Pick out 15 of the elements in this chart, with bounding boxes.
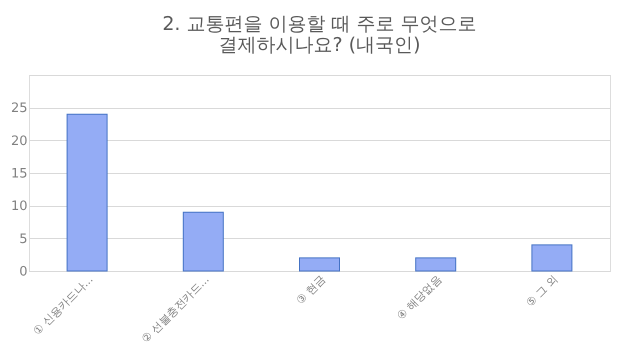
- y-tick-label: 25: [10, 101, 28, 116]
- bar: [415, 257, 456, 272]
- y-tick-label: 0: [19, 264, 28, 280]
- y-tick-label: 5: [19, 232, 28, 247]
- bar: [299, 257, 340, 272]
- x-tick-label: ⑤ 그 외: [524, 272, 560, 310]
- y-tick-label: 15: [10, 166, 28, 182]
- text: 2. 교통편을 이용할 때 주로 무엇으로: [162, 13, 477, 35]
- text: 결제하시나요? (내국인): [218, 34, 420, 56]
- y-tick-label: 10: [10, 199, 28, 214]
- bar: [531, 244, 572, 272]
- bar: [66, 114, 108, 272]
- bar: [182, 212, 224, 272]
- x-tick-label: ③ 현금: [294, 272, 328, 307]
- y-tick-label: 20: [10, 134, 28, 149]
